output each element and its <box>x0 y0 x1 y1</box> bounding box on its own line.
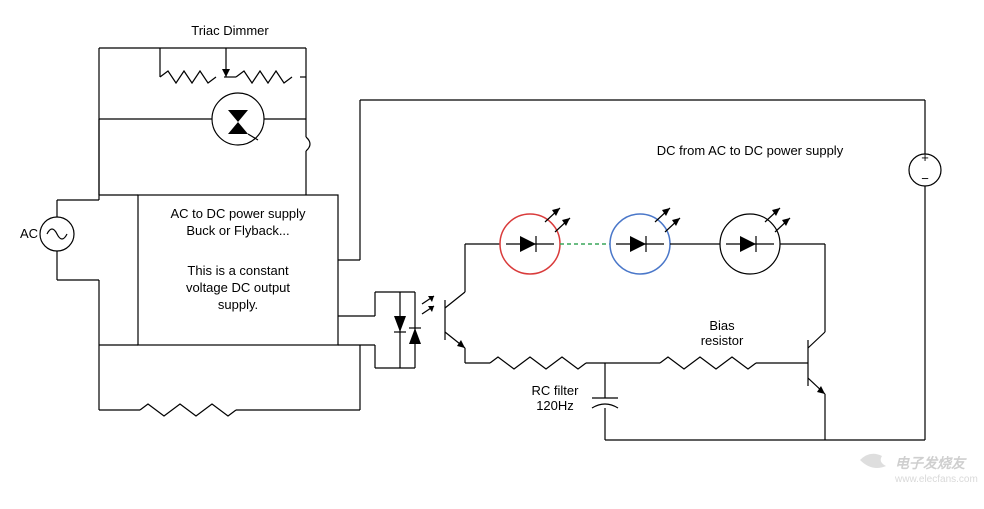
arrowhead <box>222 69 230 77</box>
bottom-resistor <box>140 404 236 416</box>
dc-source: + − <box>909 150 941 186</box>
triac-dimmer-label: Triac Dimmer <box>191 23 269 38</box>
optocoupler-bjt <box>445 292 465 348</box>
bias-label-2: resistor <box>701 333 744 348</box>
svg-text:电子发烧友: 电子发烧友 <box>895 455 967 471</box>
ac-source <box>40 217 74 251</box>
rc-resistor <box>490 357 586 369</box>
circuit-schematic: AC Triac Dimmer AC to DC power supply Bu… <box>0 0 984 509</box>
svg-text:−: − <box>921 171 929 186</box>
psu-line3: This is a constant <box>187 263 289 278</box>
dc-label: DC from AC to DC power supply <box>657 143 844 158</box>
led-1 <box>500 208 570 274</box>
psu-line2: Buck or Flyback... <box>186 223 289 238</box>
rc-label-1: RC filter <box>532 383 580 398</box>
cap-plate-curved <box>592 404 618 408</box>
rc-label-2: 120Hz <box>536 398 574 413</box>
led-3 <box>720 208 790 274</box>
led-2 <box>610 208 680 274</box>
psu-line1: AC to DC power supply <box>170 206 306 221</box>
potentiometer-right <box>236 71 292 83</box>
potentiometer-left <box>160 71 216 83</box>
output-bjt <box>790 303 825 440</box>
psu-line4: voltage DC output <box>186 280 290 295</box>
psu-line5: supply. <box>218 297 258 312</box>
triac <box>212 93 264 145</box>
svg-text:+: + <box>921 150 929 165</box>
watermark: 电子发烧友 www.elecfans.com <box>860 454 978 485</box>
wire-hop <box>306 137 310 151</box>
svg-text:www.elecfans.com: www.elecfans.com <box>894 474 978 485</box>
optocoupler-led <box>394 292 434 368</box>
bias-label-1: Bias <box>709 318 735 333</box>
ac-label: AC <box>20 226 38 241</box>
bias-resistor <box>660 357 756 369</box>
